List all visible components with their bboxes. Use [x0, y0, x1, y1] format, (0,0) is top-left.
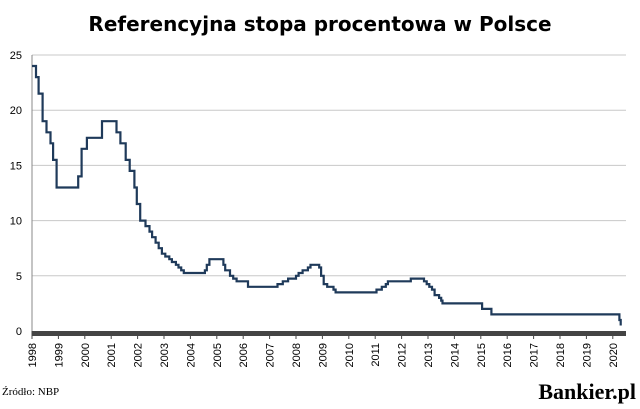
gridlines: [32, 54, 626, 277]
x-tick-label: 2005: [212, 343, 224, 367]
x-tick-label: 2003: [159, 343, 171, 367]
brand-logo: Bankier.pl: [538, 379, 636, 404]
x-tick-label: 2004: [185, 343, 197, 367]
y-axis-tick-labels: 0 5 10 15 20 25: [10, 50, 22, 338]
chart-title: Referencyjna stopa procentowa w Polsce: [88, 12, 552, 36]
x-tick-label: 2012: [397, 343, 409, 367]
x-tick-label: 2007: [265, 343, 277, 367]
source-note: Źródło: NBP: [2, 386, 60, 398]
x-axis-tick-labels: 1998 1999 2000 2001 2002 2003 2004 2005 2006 2007…: [27, 343, 620, 367]
x-tick-label: 2020: [608, 343, 620, 367]
y-tick-label: 25: [10, 50, 22, 62]
x-axis-band: [32, 331, 626, 336]
x-tick-label: 2000: [80, 343, 92, 367]
y-tick-label: 10: [10, 216, 22, 228]
x-tick-label: 2013: [423, 343, 435, 367]
series-line: [32, 64, 622, 326]
x-tick-label: 2018: [555, 343, 567, 367]
x-tick-label: 2011: [370, 343, 382, 367]
y-tick-label: 5: [16, 271, 22, 283]
x-tick-label: 2015: [476, 343, 488, 367]
x-tick-label: 2009: [317, 343, 329, 367]
x-tick-label: 2014: [449, 343, 461, 367]
x-tick-label: 2008: [291, 343, 303, 367]
x-tick-label: 2019: [581, 343, 593, 367]
y-tick-label: 15: [10, 160, 22, 172]
x-tick-label: 2017: [529, 343, 541, 367]
x-tick-label: 2006: [238, 343, 250, 367]
x-tick-label: 1998: [27, 343, 39, 367]
series-layer: [32, 64, 622, 326]
x-tick-label: 2016: [502, 343, 514, 367]
axes: [31, 55, 626, 339]
x-tick-label: 2002: [133, 343, 145, 367]
x-tick-label: 2010: [344, 343, 356, 367]
x-tick-label: 2001: [106, 343, 118, 367]
x-tick-label: 1999: [53, 343, 65, 367]
y-tick-label: 20: [10, 105, 22, 117]
y-tick-label: 0: [16, 326, 22, 338]
